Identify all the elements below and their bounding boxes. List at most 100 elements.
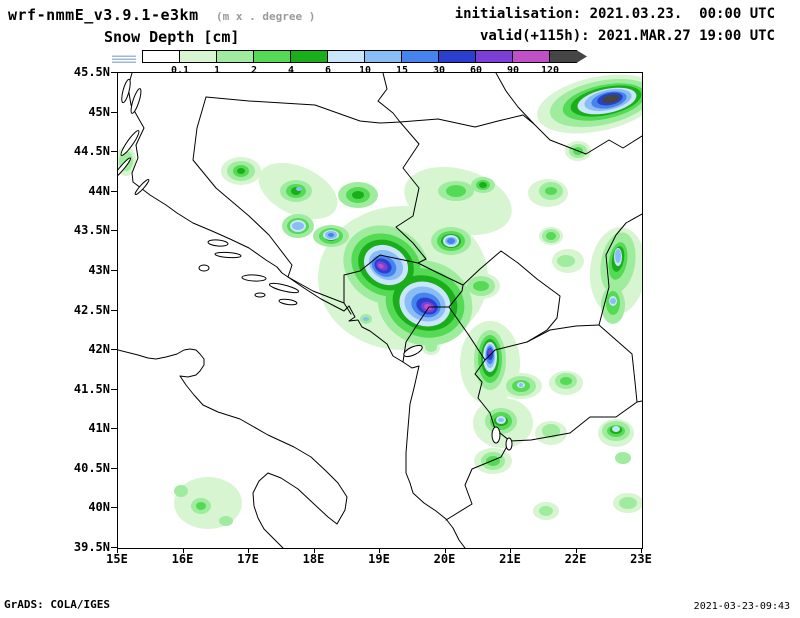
y-axis-label: 42.5N — [73, 302, 110, 317]
x-axis-label: 15E — [106, 552, 128, 566]
colorbar-tick-label: 1 — [213, 65, 221, 76]
y-axis-tick — [111, 151, 117, 153]
y-axis-tick — [111, 230, 117, 232]
island — [120, 130, 140, 156]
snow-shade-blob — [486, 456, 500, 466]
border-serbia-macedonia — [526, 324, 600, 343]
y-axis-tick — [111, 388, 117, 390]
map-frame — [117, 72, 643, 549]
y-axis-label: 43.5N — [73, 223, 110, 238]
snow-shade-blob — [546, 232, 556, 240]
colorbar-segment — [290, 50, 328, 63]
coastline-italy — [118, 348, 348, 548]
snow-shade-blob — [612, 426, 620, 432]
island — [254, 292, 266, 298]
islands-and-lakes — [118, 78, 513, 451]
snow-shade-blob — [619, 497, 637, 509]
island — [278, 298, 298, 306]
island — [121, 78, 131, 104]
border-albania-greece — [445, 440, 511, 521]
snow-shade-blob — [296, 187, 302, 191]
x-axis-tick — [379, 548, 380, 553]
border-croatia-serbia-danube — [377, 73, 401, 123]
x-axis-tick — [444, 548, 446, 553]
y-axis-label: 45N — [88, 104, 110, 119]
snow-shade-blob — [237, 168, 245, 174]
field-title: Snow Depth [cm] — [104, 28, 240, 46]
colorbar — [142, 50, 587, 63]
x-axis-tick — [313, 548, 315, 553]
y-axis-tick — [111, 507, 117, 509]
snow-shade-blob — [615, 452, 631, 464]
snow-shade-blob — [557, 255, 575, 267]
snow-shading-layer — [118, 74, 642, 529]
lake-ohrid — [491, 426, 501, 444]
creation-timestamp: 2021-03-23-09:43 — [693, 601, 790, 612]
snow-shade-blob — [425, 342, 437, 352]
grads-credit: GrADS: COLA/IGES — [4, 598, 110, 611]
y-axis-tick — [111, 111, 117, 113]
border-serbia-romania-north — [495, 73, 535, 125]
x-axis-label: 21E — [499, 552, 521, 566]
snow-shade-blob — [174, 485, 188, 497]
snow-shade-blob — [196, 502, 206, 510]
colorbar-tick-label: 0.1 — [170, 65, 190, 76]
snow-shade-blob — [519, 383, 523, 387]
colorbar-tick-label: 10 — [358, 65, 372, 76]
border-bulgaria-greece — [636, 400, 642, 403]
peninsula-peljesac — [268, 282, 300, 294]
island — [118, 157, 131, 179]
island — [241, 274, 267, 282]
y-axis-label: 40.5N — [73, 460, 110, 475]
y-axis-tick — [111, 72, 117, 73]
border-kosovo — [448, 250, 561, 361]
snow-shade-blob — [602, 94, 620, 104]
x-axis-label: 18E — [302, 552, 325, 566]
colorbar-tick-label: 90 — [506, 65, 520, 76]
island — [134, 178, 150, 196]
snow-shade-blob — [473, 281, 489, 291]
colorbar-tick-label: 15 — [395, 65, 409, 76]
snow-shade-blob — [610, 298, 616, 304]
colorbar-segment — [179, 50, 217, 63]
snow-shade-blob — [539, 506, 553, 516]
snow-shade-blob — [542, 424, 560, 438]
initialisation-time: initialisation: 2021.03.23. 00:00 UTC — [454, 6, 775, 22]
colorbar-segment — [475, 50, 513, 63]
x-axis-tick — [510, 548, 511, 553]
x-axis-tick — [248, 548, 249, 553]
snow-depth-map — [118, 73, 642, 548]
island — [207, 239, 229, 247]
snow-shade-blob — [292, 222, 304, 230]
x-axis-label: 22E — [564, 552, 587, 566]
border-bosnia-montenegro — [343, 254, 419, 315]
x-axis-label: 17E — [237, 552, 259, 566]
colorbar-tick-label: 60 — [469, 65, 483, 76]
y-axis-label: 41.5N — [73, 381, 110, 396]
coastline-adriatic-east — [127, 73, 466, 548]
y-axis-label: 42N — [88, 342, 110, 357]
lake-skadar — [403, 344, 423, 358]
valid-time: valid(+115h): 2021.MAR.27 19:00 UTC — [479, 28, 775, 44]
x-axis-tick — [641, 548, 642, 553]
colorbar-segment — [216, 50, 254, 63]
y-axis-tick — [111, 547, 117, 548]
border-montenegro-albania — [402, 306, 450, 363]
snow-shade-blob — [498, 418, 504, 422]
colorbar-segment — [142, 50, 180, 63]
snow-shade-blob — [219, 516, 233, 526]
border-bosnia-serbia-drina — [395, 121, 427, 264]
model-title: wrf-nmmE_v3.9.1-e3km — [8, 6, 199, 24]
x-axis-label: 20E — [433, 552, 456, 566]
colorbar-segment — [401, 50, 439, 63]
x-axis-tick — [117, 548, 118, 553]
hatch-legend-icon — [112, 54, 136, 63]
colorbar-tick-label: 2 — [250, 65, 258, 76]
y-axis-tick — [111, 349, 117, 351]
y-axis-label: 40N — [88, 500, 110, 515]
colorbar-segment — [327, 50, 365, 63]
snow-shade-blob — [352, 191, 364, 199]
snow-shade-blob — [446, 185, 466, 197]
y-axis-tick — [111, 467, 117, 469]
